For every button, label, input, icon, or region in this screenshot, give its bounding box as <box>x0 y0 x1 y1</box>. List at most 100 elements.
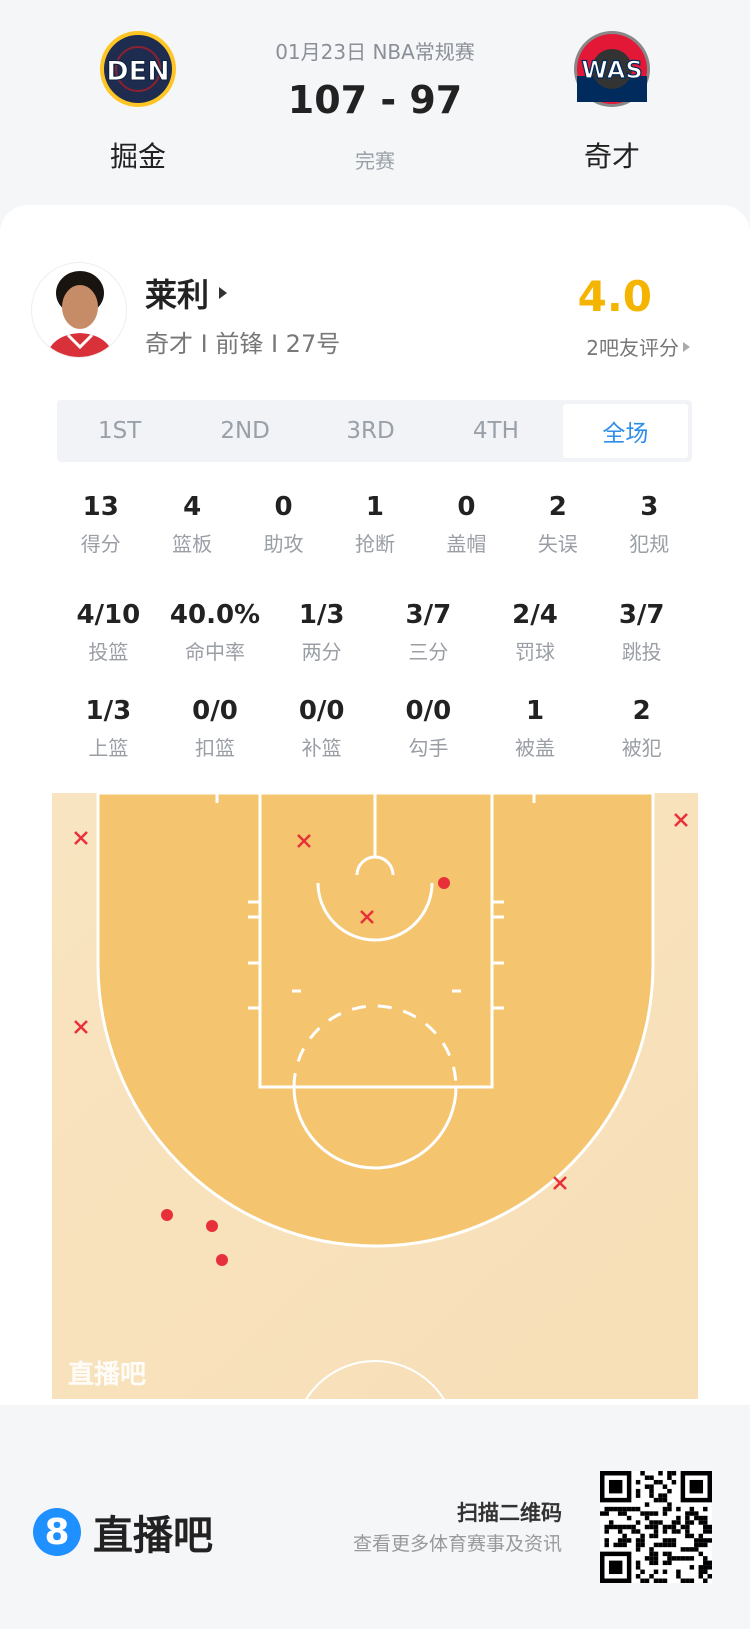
qr-module <box>703 1560 708 1566</box>
stat-value: 3/7 <box>405 600 452 630</box>
qr-module <box>649 1524 654 1530</box>
qr-module <box>676 1506 681 1512</box>
qr-module <box>685 1547 690 1552</box>
stat-value: 3 <box>640 492 659 522</box>
watermark: 直播吧 <box>68 1360 146 1390</box>
qr-module <box>698 1538 704 1543</box>
qr-module <box>649 1533 654 1539</box>
shot-missed <box>297 834 311 848</box>
qr-module <box>685 1529 690 1534</box>
qr-module <box>662 1524 668 1530</box>
stat-value: 0/0 <box>405 696 452 726</box>
qr-module <box>653 1560 659 1566</box>
stat-label: 命中率 <box>185 640 245 664</box>
away-team-logo[interactable]: WAS <box>573 30 651 112</box>
tab-3[interactable]: 4TH <box>472 418 519 444</box>
tab-2[interactable]: 3RD <box>346 418 395 444</box>
qr-module <box>685 1515 690 1521</box>
qr-module <box>649 1493 654 1498</box>
qr-module <box>608 1506 614 1512</box>
qr-module <box>604 1524 609 1530</box>
qr-module <box>676 1569 681 1575</box>
stat-cell: 4/10 投篮 <box>55 600 162 665</box>
qr-code[interactable] <box>600 1471 712 1583</box>
stat-value: 0 <box>274 492 293 522</box>
tab-4[interactable]: 全场 <box>562 404 689 458</box>
qr-module <box>667 1524 672 1530</box>
qr-module <box>703 1556 708 1561</box>
stat-cell: 0/0 补篮 <box>268 696 375 761</box>
shot-missed <box>74 1020 88 1034</box>
qr-module <box>635 1542 641 1548</box>
stat-cell: 0/0 扣篮 <box>162 696 269 761</box>
qr-module <box>698 1533 704 1539</box>
qr-module <box>604 1538 609 1543</box>
qr-module <box>617 1538 623 1543</box>
stat-cell: 1 被盖 <box>482 696 589 761</box>
stat-value: 40.0% <box>169 600 261 630</box>
qr-module <box>635 1574 641 1579</box>
home-team-name[interactable]: 掘金 <box>109 140 166 173</box>
qr-module <box>671 1471 677 1476</box>
center-circle <box>305 1360 445 1399</box>
stat-value: 4/10 <box>76 600 141 630</box>
qr-module <box>662 1529 668 1534</box>
stat-label: 犯规 <box>629 532 670 556</box>
qr-module <box>653 1533 659 1539</box>
qr-module <box>658 1497 663 1503</box>
qr-module <box>662 1569 668 1575</box>
qr-module <box>698 1574 704 1579</box>
qr-module <box>662 1578 668 1583</box>
stat-value: 2 <box>632 696 651 726</box>
qr-module <box>689 1511 695 1516</box>
qr-module <box>649 1484 654 1489</box>
shot-made <box>206 1220 218 1232</box>
qr-module <box>626 1506 632 1512</box>
qr-module <box>617 1511 623 1516</box>
qr-module <box>667 1471 672 1476</box>
qr-module <box>653 1542 659 1548</box>
qr-module <box>689 1533 695 1539</box>
tab-0[interactable]: 1ST <box>98 418 142 444</box>
stat-cell: 1 抢断 <box>329 492 420 557</box>
tab-1[interactable]: 2ND <box>220 418 270 444</box>
away-team-name[interactable]: 奇才 <box>583 140 640 173</box>
qr-module <box>703 1569 708 1575</box>
player-avatar[interactable] <box>31 262 127 358</box>
stat-value: 3/7 <box>618 600 665 630</box>
player-name-link[interactable]: 莱利 <box>145 270 228 316</box>
qr-module <box>671 1529 677 1534</box>
qr-finder-center <box>608 1479 623 1494</box>
qr-module <box>703 1524 708 1530</box>
stat-cell: 2 被犯 <box>588 696 695 761</box>
qr-module <box>649 1520 654 1525</box>
qr-module <box>600 1511 605 1516</box>
qr-module <box>617 1506 623 1512</box>
qr-module <box>644 1484 650 1489</box>
stat-cell: 1/3 上篮 <box>55 696 162 761</box>
player-rating: 4.0 <box>577 272 652 321</box>
rating-link[interactable]: 2吧友评分 <box>586 332 690 361</box>
brand-logo[interactable]: 8 直播吧 <box>33 1503 213 1561</box>
qr-finder <box>600 1471 632 1503</box>
free-throw-circle-top <box>292 1004 458 1088</box>
qr-module <box>698 1569 704 1575</box>
qr-module <box>658 1578 663 1583</box>
shot-missed <box>360 910 374 924</box>
stat-label: 投篮 <box>88 640 129 664</box>
home-team-logo[interactable]: DEN <box>99 30 177 112</box>
qr-module <box>653 1497 659 1503</box>
qr-module <box>653 1520 659 1525</box>
period-tabs: 1ST 2ND 3RD 4TH 全场 <box>57 400 692 462</box>
qr-module <box>604 1542 609 1548</box>
stats-row-shot-types: 1/3 上篮 0/0 扣篮 0/0 补篮 0/0 勾手 1 被盖 2 被犯 <box>55 696 695 761</box>
qr-module <box>644 1515 650 1521</box>
stat-label: 勾手 <box>408 736 449 760</box>
stat-value: 0/0 <box>298 696 345 726</box>
qr-module <box>635 1547 641 1552</box>
qr-module <box>649 1475 654 1480</box>
qr-module <box>689 1547 695 1552</box>
stat-label: 上篮 <box>88 736 129 760</box>
qr-module <box>707 1538 712 1543</box>
qr-module <box>667 1538 672 1543</box>
